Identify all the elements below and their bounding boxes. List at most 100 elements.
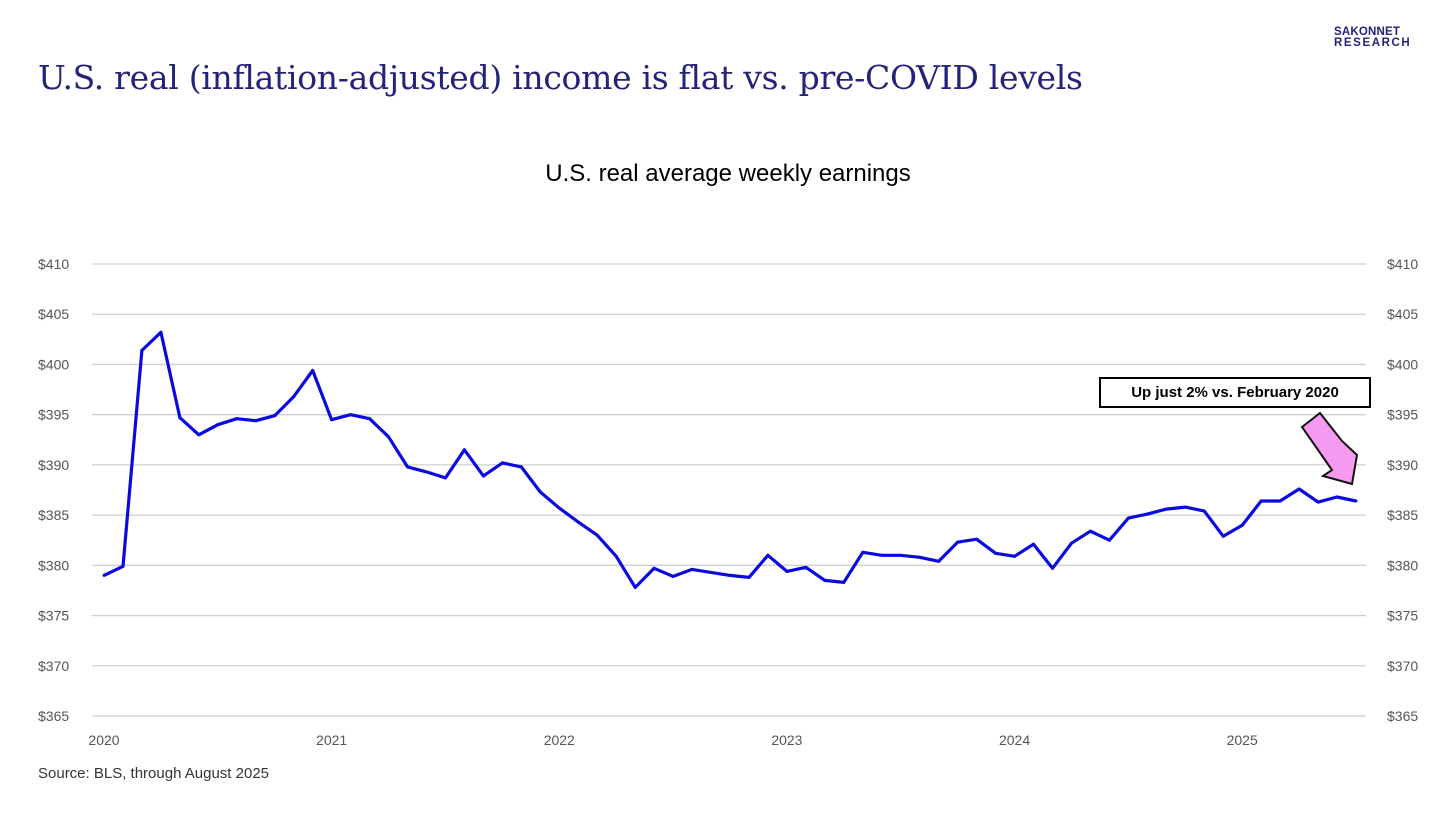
data-point: [861, 550, 865, 554]
y-tick-label-right: $395: [1387, 407, 1418, 423]
x-tick-label: 2025: [1227, 732, 1258, 748]
data-point: [406, 465, 410, 469]
y-tick-label-right: $375: [1387, 608, 1418, 624]
data-point: [690, 567, 694, 571]
data-point: [500, 461, 504, 465]
data-point: [671, 574, 675, 578]
y-tick-label-right: $390: [1387, 457, 1418, 473]
x-tick-label: 2020: [88, 732, 119, 748]
data-point: [557, 506, 561, 510]
data-point: [880, 553, 884, 557]
data-point: [197, 433, 201, 437]
data-point: [785, 569, 789, 573]
earnings-series-line: [103, 330, 1357, 590]
data-point: [994, 551, 998, 555]
y-tick-label-left: $375: [38, 608, 69, 624]
x-tick-label: 2022: [544, 732, 575, 748]
data-point: [652, 566, 656, 570]
data-point: [368, 417, 372, 421]
y-tick-label-right: $405: [1387, 306, 1418, 322]
data-point: [443, 476, 447, 480]
y-tick-label-left: $370: [38, 658, 69, 674]
data-point: [1164, 507, 1168, 511]
data-point: [121, 564, 125, 568]
data-point: [254, 419, 258, 423]
x-tick-label: 2021: [316, 732, 347, 748]
data-point: [1221, 534, 1225, 538]
data-point: [614, 554, 618, 558]
y-tick-label-left: $405: [38, 306, 69, 322]
y-tick-label-left: $410: [38, 256, 69, 272]
data-point: [1278, 499, 1282, 503]
y-tick-label-left: $390: [38, 457, 69, 473]
data-point: [387, 435, 391, 439]
pink-arrow-icon: [1300, 411, 1359, 486]
x-tick-label: 2024: [999, 732, 1030, 748]
sakonnet-logo: SAKONNET RESEARCH: [1334, 26, 1412, 49]
data-point: [159, 330, 163, 334]
data-point: [899, 553, 903, 557]
data-point: [349, 413, 353, 417]
data-point: [216, 423, 220, 427]
data-point: [178, 416, 182, 420]
data-point: [311, 368, 315, 372]
data-point: [481, 474, 485, 478]
data-point: [140, 348, 144, 352]
y-tick-label-left: $395: [38, 407, 69, 423]
callout-annotation: Up just 2% vs. February 2020: [1099, 377, 1371, 408]
chart-title: U.S. real average weekly earnings: [545, 160, 911, 187]
y-tick-label-right: $410: [1387, 256, 1418, 272]
y-tick-label-left: $380: [38, 557, 69, 573]
data-point: [766, 553, 770, 557]
data-point: [330, 418, 334, 422]
y-tick-label-left: $385: [38, 507, 69, 523]
data-point: [1202, 509, 1206, 513]
data-point: [709, 570, 713, 574]
y-tick-label-right: $400: [1387, 356, 1418, 372]
data-point: [424, 470, 428, 474]
data-point: [804, 565, 808, 569]
data-point: [1145, 512, 1149, 516]
data-point: [747, 575, 751, 579]
data-point: [1013, 554, 1017, 558]
data-point: [102, 573, 106, 577]
data-point: [937, 559, 941, 563]
y-tick-label-right: $385: [1387, 507, 1418, 523]
data-point: [462, 448, 466, 452]
data-point: [235, 417, 239, 421]
logo-line-2: RESEARCH: [1334, 37, 1412, 49]
data-point: [538, 490, 542, 494]
data-point: [1051, 566, 1054, 570]
y-tick-label-left: $365: [38, 708, 69, 724]
data-point: [823, 578, 827, 582]
source-note: Source: BLS, through August 2025: [38, 765, 269, 782]
x-tick-label: 2023: [771, 732, 802, 748]
data-point: [975, 537, 979, 541]
data-point: [956, 540, 960, 544]
data-point: [595, 533, 599, 537]
data-point: [292, 395, 296, 399]
y-tick-label-right: $370: [1387, 658, 1418, 674]
data-point: [519, 465, 523, 469]
data-point: [1297, 487, 1301, 491]
page-title: U.S. real (inflation-adjusted) income is…: [38, 58, 1083, 97]
data-point: [842, 580, 846, 584]
data-point: [1354, 499, 1358, 503]
data-point: [1335, 495, 1339, 499]
y-tick-label-left: $400: [38, 356, 69, 372]
data-point: [273, 414, 277, 418]
data-point: [728, 573, 732, 577]
data-point: [1088, 529, 1092, 533]
y-tick-label-right: $365: [1387, 708, 1418, 724]
data-point: [1107, 538, 1111, 542]
data-point: [576, 520, 580, 524]
data-point: [1183, 505, 1187, 509]
data-point: [1032, 542, 1036, 546]
logo-line-1: SAKONNET: [1334, 26, 1401, 38]
data-point: [1069, 541, 1073, 545]
y-tick-label-right: $380: [1387, 557, 1418, 573]
data-point: [633, 585, 637, 589]
data-point: [918, 555, 922, 559]
data-point: [1316, 500, 1320, 504]
